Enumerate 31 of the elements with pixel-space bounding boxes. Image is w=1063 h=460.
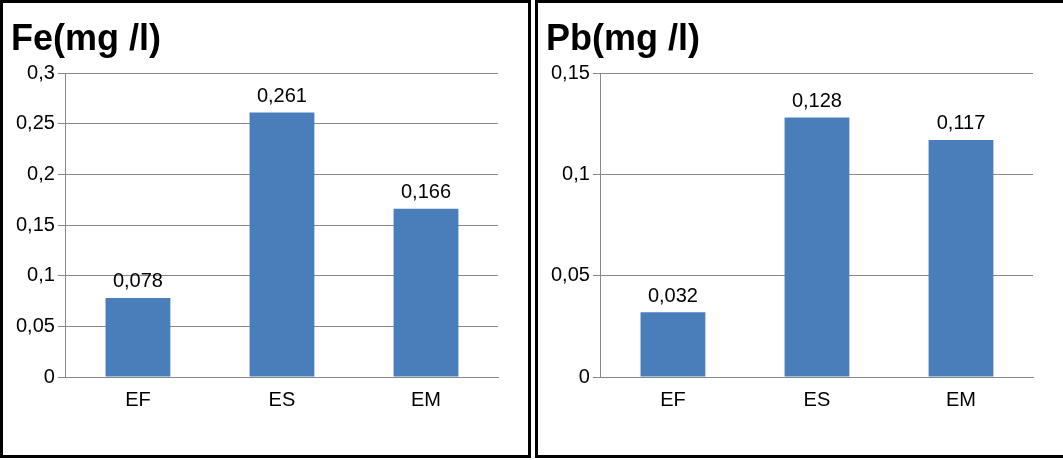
data-label: 0,032 (647, 283, 698, 306)
data-label: 0,261 (256, 84, 307, 107)
x-tick-label: EM (945, 387, 976, 410)
x-tick-label: EM (410, 387, 441, 410)
y-tick-label: 0,15 (15, 212, 55, 235)
bar (928, 139, 994, 377)
bar (784, 117, 850, 377)
y-tick-label: 0,2 (27, 161, 55, 184)
y-tick-label: 0 (578, 364, 590, 387)
y-tick-label: 0 (43, 364, 55, 387)
x-tick-label: EF (660, 387, 686, 410)
y-tick-label: 0,25 (15, 111, 55, 134)
y-tick-label: 0,1 (27, 263, 55, 286)
x-tick-label: EF (125, 387, 151, 410)
chart-title: Fe(mg /l) (11, 17, 161, 59)
bar (393, 208, 459, 377)
y-tick-label: 0,1 (562, 161, 590, 184)
x-tick-label: ES (803, 387, 831, 410)
y-tick-label: 0,05 (550, 263, 590, 286)
data-label: 0,117 (936, 111, 986, 134)
y-tick-label: 0,15 (550, 60, 590, 83)
y-tick-label: 0,05 (15, 313, 55, 336)
x-tick-label: ES (268, 387, 296, 410)
data-label: 0,078 (112, 269, 163, 292)
chart-title: Pb(mg /l) (546, 17, 700, 59)
bar (249, 112, 315, 377)
bar (640, 312, 706, 377)
data-label: 0,128 (791, 89, 842, 112)
y-tick-label: 0,3 (27, 60, 55, 83)
bar (105, 297, 171, 377)
data-label: 0,166 (400, 180, 452, 203)
